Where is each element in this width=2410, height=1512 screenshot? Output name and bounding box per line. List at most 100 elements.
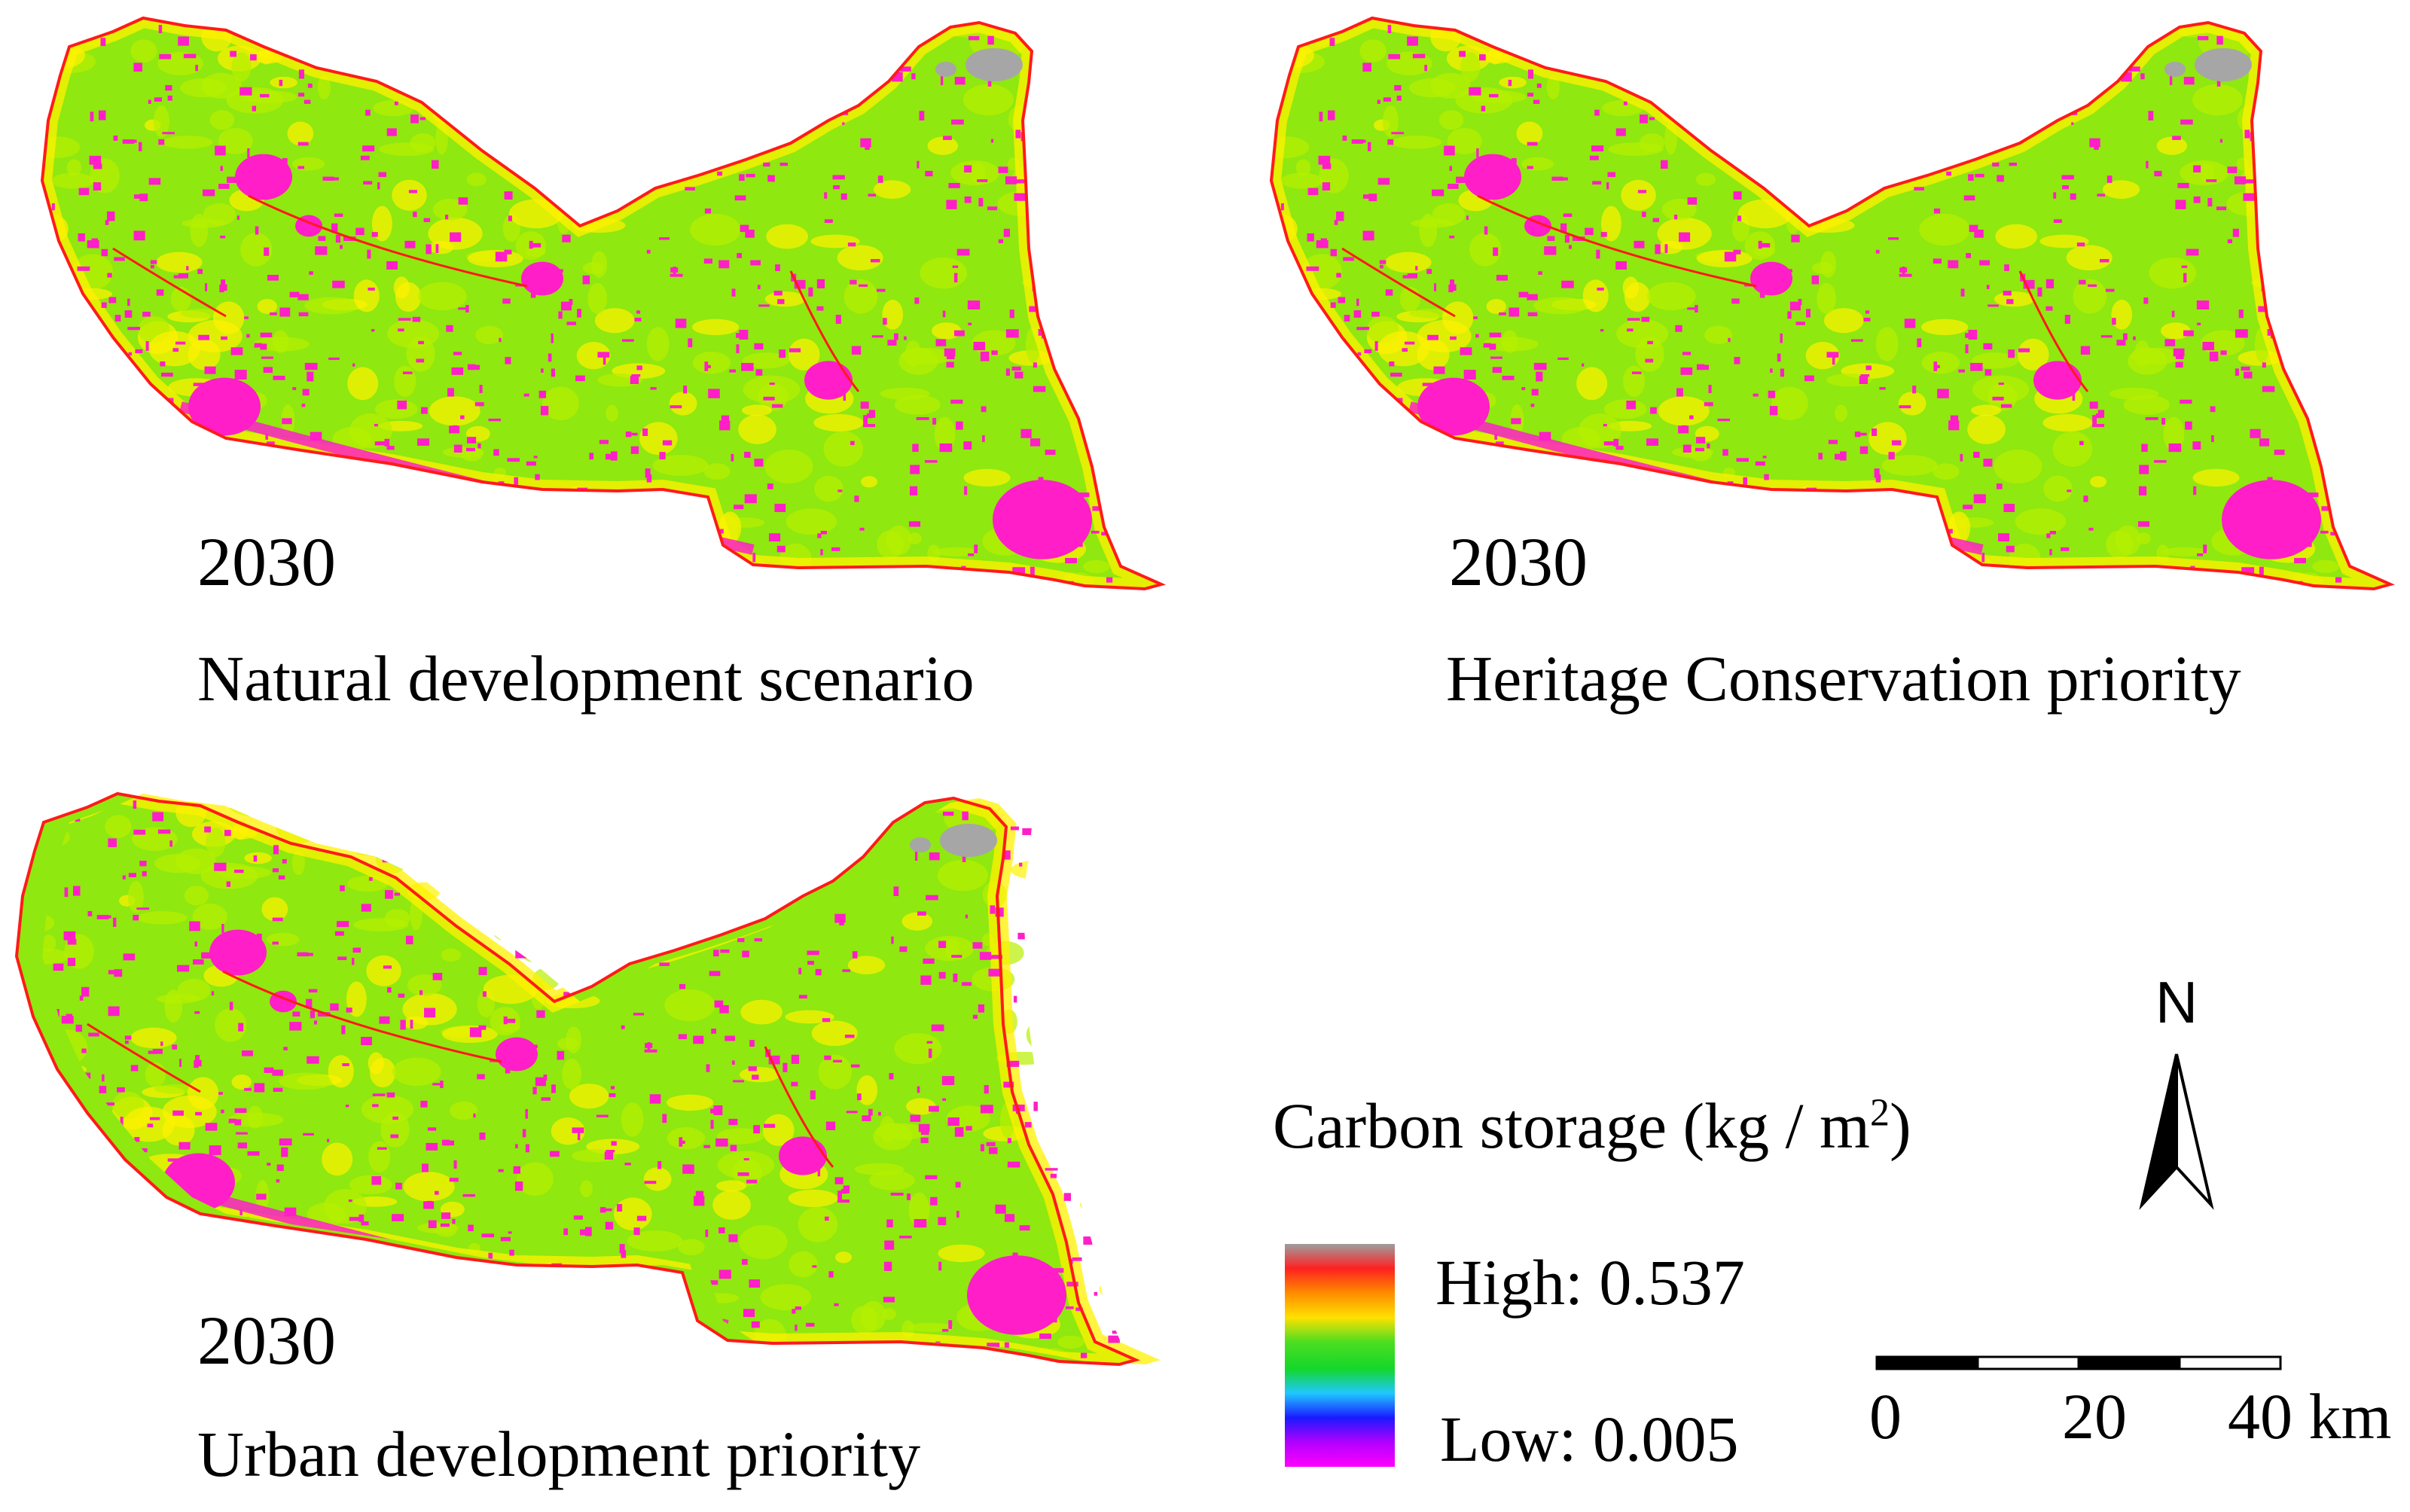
built-up-patch <box>229 1001 233 1011</box>
built-up-patch <box>1011 366 1021 371</box>
land-patch <box>497 512 527 543</box>
land-patch <box>1115 373 1133 386</box>
built-up-patch <box>611 1086 615 1090</box>
built-up-patch <box>916 416 929 420</box>
land-patch <box>150 578 172 589</box>
built-up-patch <box>670 273 683 277</box>
built-up-patch <box>1026 803 1030 812</box>
built-up-patch <box>1948 52 1960 58</box>
built-up-patch <box>1621 547 1634 557</box>
built-up-patch <box>2319 40 2332 47</box>
built-up-patch <box>920 1128 929 1136</box>
built-up-patch <box>609 151 618 159</box>
land-patch <box>1307 526 1341 540</box>
land-patch <box>151 1326 192 1340</box>
land-patch <box>2192 84 2243 116</box>
built-up-patch <box>789 87 794 94</box>
built-up-patch <box>260 93 270 98</box>
built-up-patch <box>195 1111 202 1116</box>
built-up-patch <box>1899 273 1912 277</box>
built-up-patch <box>462 486 468 492</box>
built-up-patch <box>717 171 722 176</box>
land-patch <box>374 399 418 419</box>
built-up-patch <box>175 480 188 489</box>
built-up-patch <box>84 1129 94 1134</box>
built-up-patch <box>1038 477 1044 481</box>
built-up-patch <box>1054 1006 1058 1010</box>
land-patch <box>130 39 157 62</box>
built-up-patch <box>468 1224 474 1232</box>
built-up-patch <box>1045 1168 1058 1171</box>
built-up-patch <box>526 461 536 466</box>
built-up-patch <box>90 334 95 344</box>
built-up-patch <box>80 317 84 323</box>
built-up-patch <box>279 79 283 87</box>
built-up-patch <box>929 1105 939 1112</box>
built-up-patch <box>1631 557 1637 562</box>
built-up-patch <box>17 1017 29 1023</box>
built-up-patch <box>2219 139 2223 143</box>
built-up-patch <box>611 1141 617 1146</box>
built-up-patch <box>362 483 366 494</box>
built-up-patch <box>1722 449 1728 456</box>
built-up-patch <box>950 399 963 404</box>
built-up-patch <box>1893 125 1898 136</box>
built-up-patch <box>398 318 411 321</box>
built-up-patch <box>1834 559 1841 565</box>
river <box>222 970 502 1063</box>
built-up-patch <box>156 426 169 433</box>
built-up-patch <box>912 444 919 453</box>
built-up-patch <box>1338 297 1346 303</box>
built-up-patch <box>972 942 983 949</box>
built-up-patch <box>289 291 300 297</box>
built-up-patch <box>834 913 846 923</box>
land-patch <box>2354 501 2390 526</box>
built-up-patch <box>2326 481 2337 486</box>
built-up-patch <box>708 1280 718 1285</box>
built-up-patch <box>1058 87 1064 94</box>
built-up-patch <box>99 1086 107 1093</box>
built-up-patch <box>2073 78 2079 84</box>
land-patch <box>1042 897 1075 910</box>
built-up-patch <box>1391 132 1405 135</box>
built-up-patch <box>477 22 483 27</box>
built-up-patch <box>715 1138 728 1147</box>
built-up-patch <box>247 148 250 158</box>
scale-label-20: 20 <box>2062 1380 2127 1453</box>
built-up-patch <box>1823 112 1827 122</box>
built-up-patch <box>109 1343 120 1353</box>
built-up-patch <box>1891 440 1902 446</box>
land-patch <box>1061 1081 1112 1100</box>
built-up-patch <box>453 444 462 453</box>
built-up-patch <box>133 829 146 835</box>
built-up-patch <box>2175 200 2186 209</box>
built-up-patch <box>2116 340 2126 346</box>
built-up-patch <box>1450 279 1454 285</box>
built-up-patch <box>686 875 698 883</box>
built-up-patch <box>2003 504 2015 513</box>
land-patch <box>106 367 124 393</box>
land-patch <box>383 794 425 815</box>
built-up-patch <box>1623 101 1628 105</box>
built-up-patch <box>1286 447 1292 456</box>
built-up-patch <box>257 1293 266 1297</box>
built-up-patch <box>2035 86 2041 96</box>
built-up-patch <box>844 78 850 84</box>
built-up-patch <box>594 112 598 122</box>
built-up-patch <box>401 46 404 53</box>
built-up-patch <box>169 409 177 413</box>
built-up-patch <box>322 176 334 181</box>
built-up-patch <box>488 1252 493 1261</box>
built-up-patch <box>151 578 163 587</box>
built-up-patch <box>789 348 801 352</box>
built-up-patch <box>505 1065 511 1074</box>
land-patch <box>153 105 169 138</box>
built-up-patch <box>522 1129 526 1138</box>
built-up-patch <box>264 1257 271 1260</box>
built-up-patch <box>432 1083 443 1086</box>
built-up-patch <box>2267 477 2273 481</box>
built-up-patch <box>1866 532 1879 540</box>
built-up-patch <box>394 892 401 896</box>
built-up-patch <box>1737 215 1741 221</box>
built-up-patch <box>819 64 825 68</box>
